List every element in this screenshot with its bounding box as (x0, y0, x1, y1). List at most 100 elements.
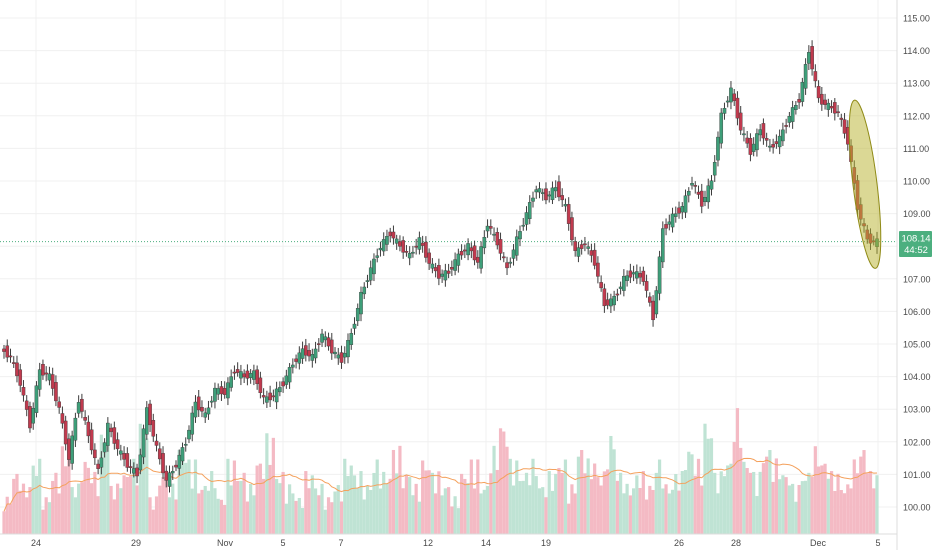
candle-down[interactable] (200, 406, 204, 412)
candle-down[interactable] (8, 355, 13, 358)
candle-down[interactable] (258, 377, 263, 394)
candle-up[interactable] (576, 247, 581, 257)
candle-up[interactable] (524, 212, 529, 225)
candle-down[interactable] (771, 144, 775, 148)
candle-up[interactable] (709, 180, 714, 190)
candle-up[interactable] (278, 387, 282, 393)
candle-up[interactable] (99, 457, 104, 468)
candle-down[interactable] (437, 265, 441, 279)
candle-up[interactable] (540, 192, 545, 195)
candle-down[interactable] (5, 345, 10, 358)
candle-down[interactable] (424, 241, 428, 258)
candle-up[interactable] (609, 298, 613, 307)
candle-up[interactable] (622, 275, 626, 291)
candle-down[interactable] (157, 448, 162, 460)
candle-down[interactable] (644, 281, 649, 291)
candle-up[interactable] (777, 135, 782, 148)
candle-down[interactable] (664, 224, 668, 229)
candle-down[interactable] (836, 111, 840, 114)
candle-up[interactable] (119, 450, 123, 455)
candle-up[interactable] (313, 348, 318, 359)
candle-up[interactable] (323, 336, 328, 341)
candle-up[interactable] (76, 402, 81, 414)
candle-up[interactable] (73, 417, 78, 441)
candle-down[interactable] (93, 449, 97, 459)
candle-up[interactable] (284, 375, 289, 385)
candle-up[interactable] (443, 270, 448, 281)
candle-up[interactable] (482, 237, 487, 249)
candle-down[interactable] (281, 381, 285, 387)
candle-up[interactable] (193, 401, 198, 418)
candle-down[interactable] (15, 362, 19, 377)
candle-down[interactable] (18, 369, 23, 386)
candle-down[interactable] (294, 358, 298, 362)
candle-down[interactable] (329, 339, 334, 354)
candle-up[interactable] (180, 447, 185, 462)
candle-up[interactable] (518, 231, 522, 240)
candle-down[interactable] (50, 374, 55, 389)
candle-down[interactable] (41, 364, 45, 376)
candle-down[interactable] (219, 386, 224, 395)
candle-down[interactable] (232, 371, 237, 374)
candle-up[interactable] (466, 243, 470, 256)
candle-up[interactable] (31, 407, 36, 424)
candle-up[interactable] (310, 354, 315, 361)
candle-down[interactable] (63, 420, 68, 445)
candle-up[interactable] (654, 290, 659, 315)
candle-up[interactable] (209, 400, 214, 403)
candle-up[interactable] (216, 388, 220, 395)
candle-down[interactable] (148, 403, 152, 426)
candle-up[interactable] (725, 100, 730, 103)
candle-up[interactable] (183, 443, 188, 446)
candle-up[interactable] (755, 133, 759, 151)
candle-down[interactable] (797, 99, 801, 103)
candle-down[interactable] (764, 138, 769, 141)
candle-up[interactable] (167, 472, 172, 487)
candle-up[interactable] (274, 388, 279, 403)
candle-down[interactable] (304, 345, 308, 356)
candle-down[interactable] (615, 293, 620, 296)
candle-up[interactable] (751, 143, 756, 152)
candle-up[interactable] (300, 348, 305, 359)
candle-up[interactable] (141, 428, 146, 458)
candle-down[interactable] (748, 138, 753, 155)
candle-down[interactable] (339, 352, 344, 363)
candle-up[interactable] (826, 102, 831, 110)
candle-up[interactable] (365, 280, 370, 282)
candle-up[interactable] (417, 237, 422, 250)
candle-down[interactable] (829, 106, 834, 109)
candle-down[interactable] (89, 429, 94, 451)
candle-down[interactable] (774, 141, 779, 144)
candle-up[interactable] (213, 387, 217, 402)
candle-down[interactable] (820, 93, 824, 105)
candle-up[interactable] (625, 275, 629, 281)
candle-down[interactable] (696, 191, 701, 195)
candle-up[interactable] (37, 369, 42, 390)
candle-down[interactable] (135, 467, 139, 477)
candle-up[interactable] (586, 246, 590, 249)
candle-down[interactable] (560, 195, 565, 201)
candle-up[interactable] (683, 195, 688, 213)
candle-up[interactable] (368, 267, 373, 281)
candle-up[interactable] (206, 407, 211, 415)
candle-down[interactable] (648, 296, 652, 303)
candle-up[interactable] (534, 189, 539, 193)
candle-down[interactable] (693, 185, 698, 187)
candle-down[interactable] (469, 247, 474, 252)
candle-up[interactable] (635, 271, 639, 279)
candle-up[interactable] (291, 364, 295, 368)
candle-up[interactable] (407, 253, 412, 259)
candle-up[interactable] (800, 81, 805, 102)
candle-up[interactable] (508, 261, 513, 264)
candle-down[interactable] (128, 466, 133, 468)
candle-up[interactable] (177, 454, 182, 469)
candle-up[interactable] (673, 213, 678, 217)
candle-up[interactable] (342, 352, 347, 358)
candle-up[interactable] (336, 354, 341, 359)
candle-down[interactable] (784, 125, 788, 127)
candle-up[interactable] (453, 259, 457, 271)
candle-down[interactable] (86, 421, 91, 437)
candle-up[interactable] (378, 247, 383, 251)
candle-down[interactable] (579, 244, 584, 249)
candle-down[interactable] (427, 252, 431, 264)
